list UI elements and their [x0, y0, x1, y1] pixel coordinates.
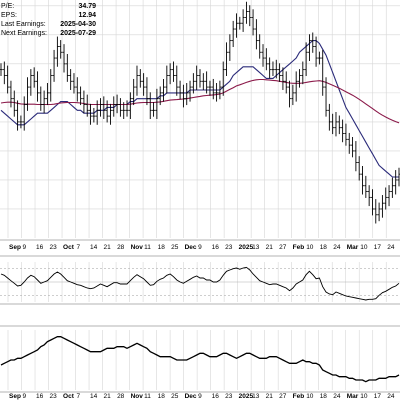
x-tick-label: 23: [225, 393, 233, 400]
x-tick-label: 18: [158, 244, 166, 251]
x-tick-label: 16: [212, 393, 220, 400]
stat-value: 2025-04-30: [60, 21, 96, 28]
stats-box: P/E: 34.79 EPS: 12.94 Last Earnings: 202…: [0, 2, 96, 38]
x-tick-label: 18: [158, 393, 166, 400]
x-tick-label: 27: [279, 244, 287, 251]
x-tick-label: 11: [144, 244, 151, 251]
x-tick-label: 17: [374, 244, 382, 251]
x-tick-label: Nov: [131, 393, 144, 400]
x-tick-label: 16: [36, 393, 44, 400]
stat-pe: P/E: 34.79: [0, 2, 96, 11]
ma-short-line: [0, 78, 400, 124]
x-tick-label: Oct: [63, 244, 75, 251]
x-tick-label: 9: [23, 393, 27, 400]
x-tick-label: 2025: [239, 393, 254, 400]
x-tick-label: Oct: [63, 393, 75, 400]
x-tick-label: Sep: [9, 244, 21, 251]
x-tick-label: Dec: [185, 393, 197, 400]
x-tick-label: Dec: [185, 244, 197, 251]
x-tick-label: 24: [333, 393, 341, 400]
x-tick-label: 27: [279, 393, 287, 400]
x-tick-label: Feb: [293, 393, 305, 400]
stat-label: EPS:: [1, 12, 17, 19]
x-tick-label: 25: [171, 244, 179, 251]
x-tick-label: 13: [252, 244, 260, 251]
x-tick-label: 7: [77, 244, 81, 251]
stat-value: 2025-07-29: [60, 30, 96, 37]
x-tick-label: 24: [387, 393, 395, 400]
stat-last-earnings: Last Earnings: 2025-04-30: [0, 20, 96, 29]
x-tick-label: 18: [320, 244, 328, 251]
x-tick-label: 10: [306, 393, 314, 400]
relative-strength-line: [0, 336, 400, 383]
stat-next-earnings: Next Earnings: 2025-07-29: [0, 29, 96, 38]
x-tick-label: Mar: [347, 244, 359, 251]
x-tick-label: 11: [144, 393, 151, 400]
x-tick-label: 16: [36, 244, 44, 251]
stat-eps: EPS: 12.94: [0, 11, 96, 20]
stat-value: 34.79: [78, 3, 96, 10]
x-tick-label: 25: [171, 393, 179, 400]
x-tick-label: 21: [104, 393, 112, 400]
x-tick-label: 9: [23, 244, 27, 251]
ma-long-line: [0, 40, 399, 178]
x-tick-label: Nov: [131, 244, 144, 251]
x-tick-label: 28: [117, 244, 125, 251]
x-tick-label: Feb: [293, 244, 305, 251]
x-tick-label: 21: [104, 244, 112, 251]
stat-label: Next Earnings:: [1, 30, 47, 37]
x-tick-label: 10: [306, 244, 314, 251]
x-tick-label: 7: [77, 393, 81, 400]
x-tick-label: 23: [50, 393, 58, 400]
x-tick-label: 23: [225, 244, 233, 251]
x-tick-label: 14: [90, 244, 98, 251]
rsi-line: [0, 266, 400, 301]
x-tick-label: 10: [360, 244, 368, 251]
x-tick-label: 9: [198, 244, 202, 251]
x-tick-label: 21: [266, 244, 274, 251]
stat-label: Last Earnings:: [1, 21, 46, 28]
x-tick-label: 13: [252, 393, 260, 400]
x-tick-label: 21: [266, 393, 274, 400]
stat-label: P/E:: [1, 3, 15, 10]
x-tick-label: 16: [212, 244, 220, 251]
x-tick-label: Sep: [9, 393, 21, 400]
x-tick-label: 24: [387, 244, 395, 251]
x-tick-label: 18: [320, 393, 328, 400]
stat-value: 12.94: [78, 12, 96, 19]
x-tick-label: 2025: [239, 244, 254, 251]
x-tick-label: 17: [374, 393, 382, 400]
x-tick-label: 24: [333, 244, 341, 251]
x-tick-label: 28: [117, 393, 125, 400]
x-tick-label: 14: [90, 393, 98, 400]
x-tick-label: Mar: [347, 393, 359, 400]
x-tick-label: 9: [198, 393, 202, 400]
x-tick-label: 10: [360, 393, 368, 400]
x-tick-label: 23: [50, 244, 58, 251]
